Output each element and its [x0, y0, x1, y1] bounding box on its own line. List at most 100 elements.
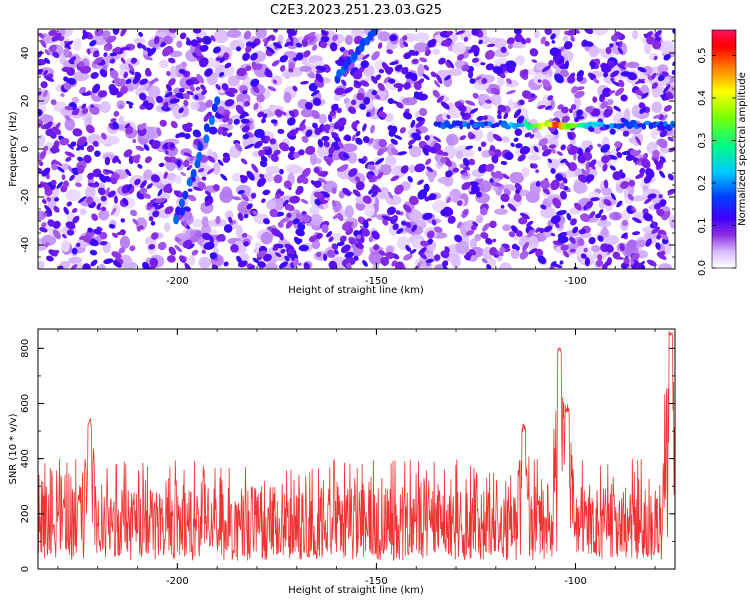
colorbar-tick-label: 0.0	[697, 260, 708, 276]
heatmap-cell	[98, 209, 110, 221]
heatmap-cell	[653, 55, 658, 61]
heatmap-cell	[353, 255, 359, 261]
heatmap-cell	[51, 145, 60, 153]
heatmap-band-cell	[591, 121, 596, 129]
heatmap-cell	[610, 77, 615, 82]
heatmap-cell	[409, 195, 419, 206]
heatmap-cell	[235, 46, 242, 52]
heatmap-cell	[304, 101, 313, 110]
heatmap-cell	[49, 44, 57, 53]
heatmap-cell	[261, 198, 266, 204]
heatmap-cell	[138, 31, 144, 37]
heatmap-cell	[96, 203, 102, 210]
heatmap-cell	[262, 113, 268, 119]
heatmap-cell	[433, 136, 442, 143]
heatmap-band-cell	[584, 122, 589, 130]
heatmap-cell	[339, 235, 347, 243]
heatmap-cell	[519, 99, 525, 106]
heatmap-cell	[313, 180, 322, 188]
heatmap-cell	[527, 236, 539, 250]
heatmap-cell	[661, 114, 668, 121]
heatmap-cell	[485, 99, 492, 104]
heatmap-cell	[577, 174, 588, 183]
heatmap-cell	[129, 245, 136, 252]
heatmap-cell	[662, 210, 671, 221]
heatmap-cell	[279, 168, 284, 175]
heatmap-cell	[610, 192, 616, 201]
heatmap-cell	[619, 243, 625, 252]
heatmap-cell	[292, 257, 299, 267]
heatmap-cell	[630, 252, 640, 262]
heatmap-cell	[396, 228, 404, 234]
heatmap-cell	[549, 47, 560, 57]
heatmap-cell	[315, 65, 326, 72]
heatmap-cell	[424, 135, 430, 141]
heatmap-cell	[97, 263, 106, 269]
heatmap-cell	[272, 79, 278, 84]
heatmap-cell	[371, 51, 380, 61]
heatmap-cell	[657, 138, 668, 149]
heatmap-cell	[602, 87, 612, 98]
heatmap-cell	[462, 172, 469, 177]
heatmap-cell	[265, 263, 278, 269]
heatmap-cell	[433, 226, 443, 233]
heatmap-cell	[217, 126, 223, 135]
heatmap-cell	[550, 232, 556, 237]
heatmap-cell	[81, 103, 87, 110]
heatmap-cell	[163, 171, 168, 179]
heatmap-cell	[328, 114, 333, 123]
heatmap-cell	[148, 216, 154, 222]
heatmap-cell	[224, 99, 235, 107]
heatmap-cell	[212, 46, 221, 54]
heatmap-cell	[348, 168, 358, 177]
heatmap-cell	[378, 68, 385, 74]
heatmap-cell	[433, 254, 441, 261]
heatmap-cell	[187, 164, 193, 169]
heatmap-cell	[426, 166, 434, 173]
heatmap-cell	[651, 220, 658, 229]
heatmap-cell	[237, 201, 251, 214]
heatmap-cell	[668, 147, 675, 153]
heatmap-cell	[390, 138, 398, 145]
heatmap-cell	[341, 257, 352, 265]
heatmap-cell	[613, 105, 621, 112]
heatmap-cell	[237, 189, 245, 195]
heatmap-cell	[288, 67, 294, 73]
heatmap-cell	[494, 208, 508, 215]
heatmap-cell	[139, 92, 147, 101]
heatmap-cell	[166, 70, 171, 77]
heatmap-cell	[132, 138, 137, 144]
heatmap-cell	[404, 98, 410, 103]
heatmap-cell	[599, 93, 606, 103]
heatmap-cell	[252, 85, 260, 94]
y-tick-label: 40	[20, 47, 31, 60]
heatmap-cell	[376, 171, 384, 180]
heatmap-cell	[38, 69, 44, 74]
heatmap-cell	[355, 120, 360, 124]
heatmap-cell	[440, 250, 450, 259]
heatmap-cell	[399, 127, 406, 134]
heatmap-cell	[631, 206, 637, 213]
heatmap-cell	[273, 149, 281, 156]
heatmap-cell	[320, 29, 328, 36]
heatmap-cell	[154, 77, 159, 82]
heatmap-cell	[445, 61, 451, 69]
y-tick-label: -20	[20, 189, 31, 205]
heatmap-cell	[64, 105, 73, 111]
heatmap-cell	[227, 216, 233, 224]
heatmap-cell	[500, 204, 505, 209]
heatmap-cell	[203, 241, 215, 250]
heatmap-cell	[63, 82, 72, 91]
heatmap-cell	[109, 58, 116, 64]
heatmap-band-cell	[480, 121, 486, 129]
heatmap-cell	[367, 164, 376, 171]
heatmap-cell	[585, 200, 594, 209]
heatmap-cell	[397, 86, 403, 92]
y-tick-label: 0	[20, 566, 31, 572]
heatmap-cell	[632, 231, 641, 236]
heatmap-cell	[66, 201, 72, 207]
heatmap-cell	[51, 163, 58, 171]
heatmap-cell	[295, 52, 304, 61]
heatmap-cell	[368, 236, 374, 243]
heatmap-cell	[275, 193, 282, 199]
